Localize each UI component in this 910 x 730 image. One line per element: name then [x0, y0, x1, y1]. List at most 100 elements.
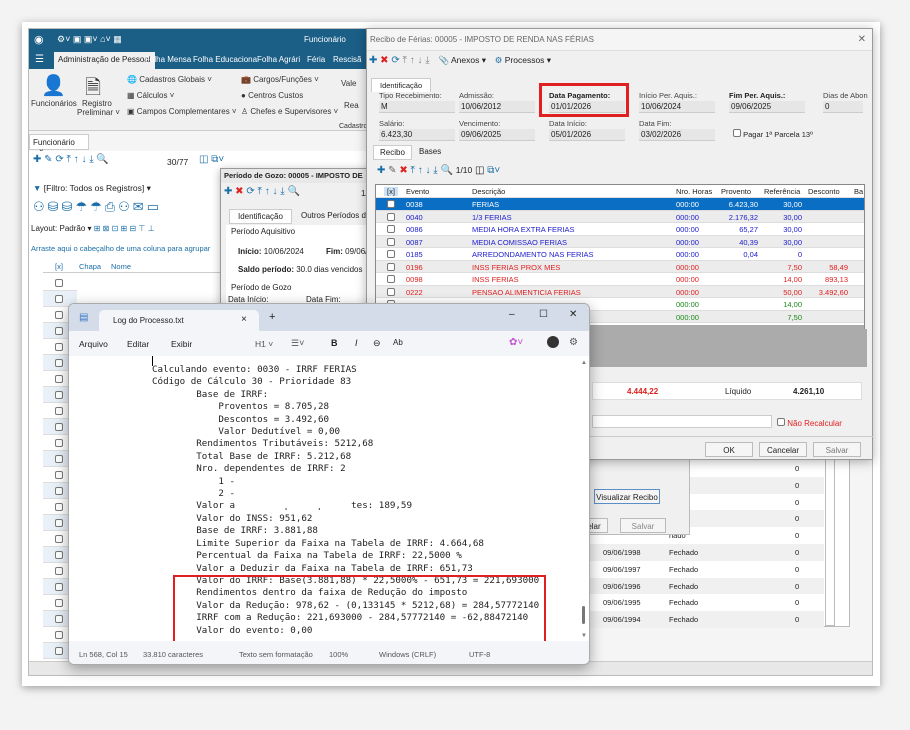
checkbox[interactable]	[55, 327, 63, 335]
nav-icons[interactable]: ⤒ ↑ ↓ ⤓	[410, 165, 438, 176]
funcionarios-button[interactable]: Funcionários	[31, 99, 77, 108]
bold-icon[interactable]: B	[331, 338, 338, 348]
close-icon[interactable]: ✕	[857, 34, 866, 45]
table-row[interactable]: 09/06/1998 Fechado 0	[589, 544, 824, 561]
menu-exibir[interactable]: Exibir	[171, 339, 193, 349]
field-value[interactable]: M	[379, 101, 455, 113]
checkbox[interactable]	[55, 519, 63, 527]
field-value[interactable]: 0	[823, 101, 863, 113]
table-row[interactable]: 0185 ARREDONDAMENTO NAS FERIAS 000:00 0,04 0	[376, 248, 864, 261]
col-header[interactable]: Desconto	[808, 187, 840, 196]
chefes-supervisores-button[interactable]: ♙ Chefes e Supervisores ˅	[241, 107, 339, 116]
checkbox[interactable]	[387, 212, 395, 221]
table-row[interactable]	[43, 275, 77, 291]
col-header[interactable]: Descrição	[472, 187, 506, 196]
checkbox[interactable]	[55, 455, 63, 463]
checkbox[interactable]	[387, 200, 395, 208]
col-nome[interactable]: Nome	[111, 262, 132, 271]
salvar-button[interactable]: Salvar	[813, 442, 861, 457]
table-row[interactable]: 0222 PENSAO ALIMENTICIA FERIAS 000:00 50,00…	[376, 285, 864, 298]
delete-icon[interactable]: ✖	[399, 165, 408, 176]
add-icon[interactable]: ✚	[369, 55, 378, 66]
field-value[interactable]: 10/06/2024	[639, 101, 715, 113]
edit-icon[interactable]: ✎	[388, 165, 397, 176]
field-value[interactable]: 01/01/2026	[549, 101, 625, 113]
table-row[interactable]: 09/06/1994 Fechado 0	[589, 611, 824, 628]
checkbox[interactable]	[387, 287, 395, 296]
centros-custos-button[interactable]: ● Centros Custos	[241, 91, 304, 100]
tab-rescisao[interactable]: Rescisã	[333, 55, 362, 64]
campos-complementares-button[interactable]: ▣ Campos Complementares ˅	[127, 107, 237, 116]
spellcheck-icon[interactable]: Ab	[393, 338, 403, 347]
checkbox[interactable]	[777, 418, 785, 426]
field-value[interactable]: 10/06/2012	[459, 101, 535, 113]
nao-recalcular-checkbox[interactable]: Não Recalcular	[777, 418, 842, 428]
italic-icon[interactable]: I	[355, 338, 358, 348]
col-header[interactable]: Provento	[721, 187, 752, 196]
col-select[interactable]: [x]	[55, 262, 63, 271]
cancelar-button[interactable]: Cancelar	[759, 442, 807, 457]
menu-editar[interactable]: Editar	[127, 339, 150, 349]
settings-gear-icon[interactable]: ⚙	[569, 337, 578, 348]
col-header[interactable]: [x]	[384, 187, 398, 196]
nav-icons[interactable]: ⤒ ↑ ↓ ⤓	[402, 55, 430, 66]
col-header[interactable]: Referência	[764, 187, 801, 196]
checkbox[interactable]	[55, 647, 63, 655]
link-icon[interactable]: ⊖	[373, 338, 381, 348]
tab-outros-periodos[interactable]: Outros Períodos de	[301, 211, 371, 220]
scroll-up-icon[interactable]: ▲	[581, 360, 587, 366]
checkbox[interactable]	[55, 375, 63, 383]
table-row[interactable]	[43, 291, 77, 307]
rea-button[interactable]: Rea	[344, 101, 359, 110]
action-icons-bar[interactable]: ⚇⛁⛁☂☂⎙⚇✉▭	[33, 199, 162, 214]
export-icon[interactable]: ⧉˅	[487, 165, 501, 176]
col-chapa[interactable]: Chapa	[79, 262, 102, 271]
table-row[interactable]: 09/06/1995 Fechado 0	[589, 594, 824, 612]
checkbox[interactable]	[387, 250, 395, 258]
table-row[interactable]: 0196 INSS FERIAS PROX MES 000:00 7,50 58,49	[376, 260, 864, 273]
checkbox[interactable]	[55, 343, 63, 351]
col-header[interactable]: Evento	[406, 187, 430, 196]
checkbox[interactable]	[55, 279, 63, 287]
tab-identificacao[interactable]: Identificação	[371, 78, 432, 92]
field-value[interactable]: 05/01/2026	[549, 129, 625, 141]
add-icon[interactable]: ✚ ✎ ⟳ ⤒ ↑ ↓ ⤓ 🔍	[33, 154, 109, 165]
scroll-down-icon[interactable]: ▼	[581, 633, 587, 639]
checkbox[interactable]	[733, 129, 741, 137]
checkbox[interactable]	[55, 423, 63, 431]
tab-ferias[interactable]: Féria	[307, 55, 326, 64]
checkbox[interactable]	[55, 615, 63, 623]
layout-tools-icons[interactable]: ⊞ ⊠ ⊡ ⊞ ⊟ ⊤ ⊥	[93, 224, 155, 233]
col-header[interactable]: Nro. Horas	[676, 187, 713, 196]
checkbox[interactable]	[55, 295, 63, 303]
tab-bases[interactable]: Bases	[419, 147, 442, 156]
table-row[interactable]: 0098 INSS FERIAS 000:00 14,00 893,13	[376, 273, 864, 286]
minimize-icon[interactable]: –	[509, 309, 515, 320]
checkbox[interactable]	[55, 535, 63, 543]
salvar-button[interactable]: Salvar	[620, 518, 666, 533]
table-row[interactable]: 0040 1/3 FERIAS 000:00 2.176,32 30,00	[376, 210, 864, 223]
refresh-icon[interactable]: ⟳	[391, 55, 400, 66]
checkbox[interactable]	[55, 599, 63, 607]
close-tab-icon[interactable]: ×	[241, 314, 247, 325]
checkbox[interactable]	[55, 551, 63, 559]
menu-icon[interactable]: ☰	[35, 54, 44, 65]
tab-funcionario[interactable]: Funcionário ×	[29, 134, 89, 156]
tab-recibo[interactable]: Recibo	[373, 145, 412, 160]
field-value[interactable]: 03/02/2026	[639, 129, 715, 141]
checkbox[interactable]	[55, 487, 63, 495]
field-value[interactable]: 6.423,30	[379, 129, 455, 141]
close-icon[interactable]: ✕	[569, 309, 578, 320]
table-row[interactable]: 0087 MEDIA COMISSAO FERIAS 000:00 40,39 30,0…	[376, 235, 864, 248]
checkbox[interactable]	[387, 225, 395, 233]
table-row[interactable]: 0038 FERIAS 000:00 6.423,30 30,00	[376, 198, 864, 211]
calculos-button[interactable]: ▦ Cálculos ˅	[127, 91, 175, 100]
checkbox[interactable]	[55, 503, 63, 511]
checkbox[interactable]	[55, 631, 63, 639]
visualizar-recibo-button[interactable]: Visualizar Recibo	[594, 489, 660, 504]
filter-selector[interactable]: ▼ [Filtro: Todos os Registros] ▾	[33, 183, 151, 193]
ok-button[interactable]: OK	[705, 442, 753, 457]
checkbox[interactable]	[55, 359, 63, 367]
columns-icon[interactable]: ◫ ⧉˅	[199, 154, 225, 165]
layout-selector[interactable]: Layout: Padrão ▾ ⊞ ⊠ ⊡ ⊞ ⊟ ⊤ ⊥	[31, 224, 155, 233]
